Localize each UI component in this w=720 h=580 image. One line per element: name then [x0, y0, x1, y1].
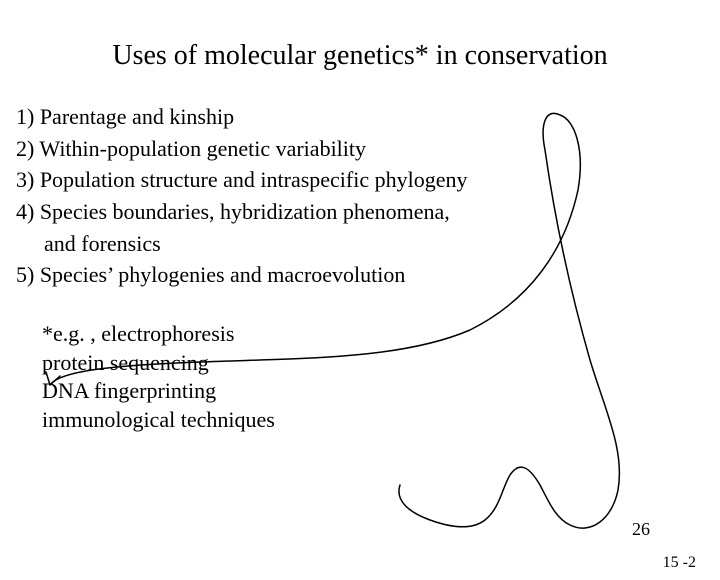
- footnote-line-3: DNA fingerprinting: [42, 377, 720, 406]
- main-list: 1) Parentage and kinship 2) Within-popul…: [16, 102, 720, 290]
- slide-title: Uses of molecular genetics* in conservat…: [0, 40, 720, 72]
- footnote-block: *e.g. , electrophoresis protein sequenci…: [42, 320, 720, 434]
- footnote-line-1: *e.g. , electrophoresis: [42, 320, 720, 349]
- list-item-5: 5) Species’ phylogenies and macroevoluti…: [16, 260, 720, 290]
- list-item-1: 1) Parentage and kinship: [16, 102, 720, 132]
- page-number: 26: [632, 519, 650, 540]
- list-item-2: 2) Within-population genetic variability: [16, 134, 720, 164]
- list-item-3: 3) Population structure and intraspecifi…: [16, 165, 720, 195]
- footnote-line-2: protein sequencing: [42, 349, 720, 378]
- list-item-4-continued: and forensics: [44, 229, 720, 259]
- corner-label: 15 -2: [663, 554, 696, 572]
- footnote-line-4: immunological techniques: [42, 406, 720, 435]
- list-item-4: 4) Species boundaries, hybridization phe…: [16, 197, 720, 227]
